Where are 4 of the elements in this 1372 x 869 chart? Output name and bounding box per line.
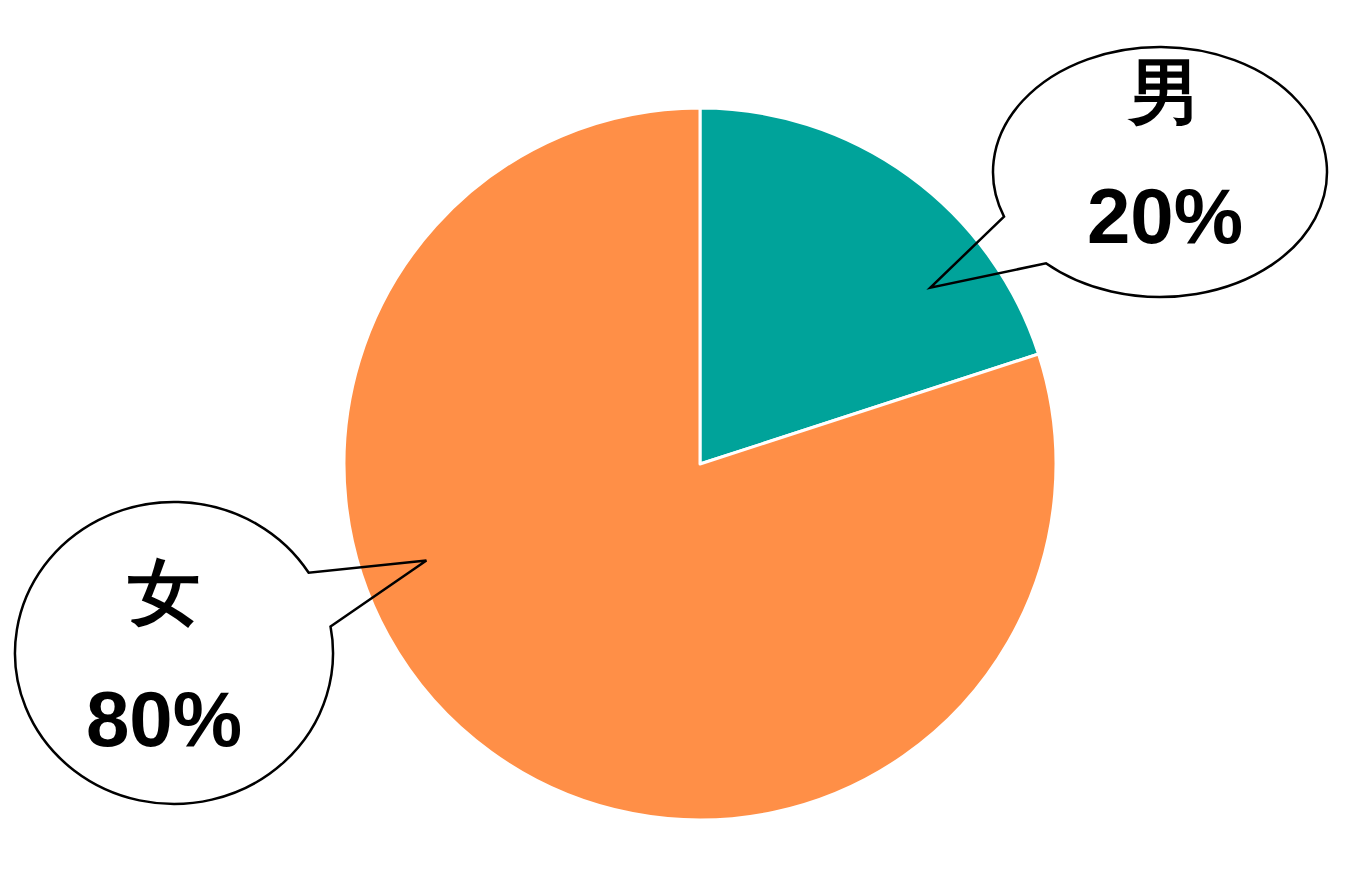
data-label: 20% bbox=[1086, 172, 1244, 260]
slice-label: 男 bbox=[1127, 52, 1201, 132]
data-label: 80% bbox=[85, 675, 243, 763]
slice-label: 女 bbox=[128, 552, 200, 632]
